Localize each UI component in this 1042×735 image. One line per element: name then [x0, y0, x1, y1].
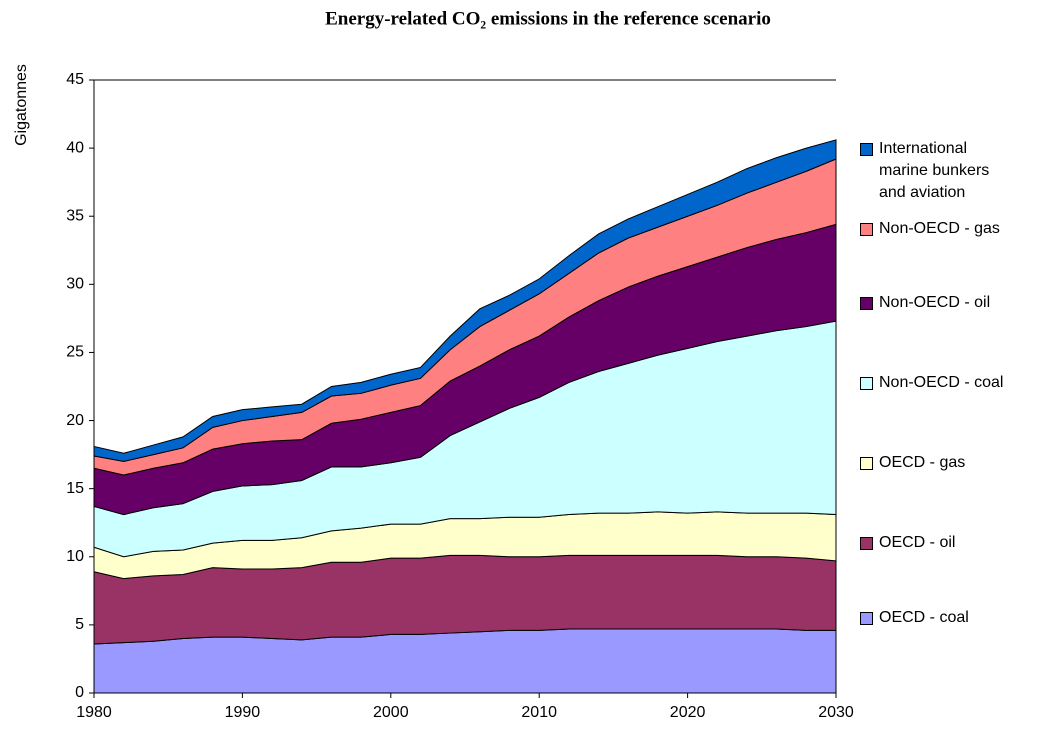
legend-item: Non-OECD - gas	[860, 218, 1035, 240]
legend-swatch	[860, 537, 873, 550]
legend-item: OECD - coal	[860, 607, 1035, 629]
legend-label: Non-OECD - gas	[879, 220, 1000, 237]
legend-item: OECD - gas	[860, 452, 1035, 474]
area	[93, 628, 837, 694]
y-tick-label: 5	[75, 616, 84, 633]
legend-label: Non-OECD - oil	[879, 294, 991, 311]
y-tick-label: 10	[66, 548, 84, 565]
legend-swatch	[860, 457, 873, 470]
y-tick-label: 40	[66, 139, 84, 156]
legend-item: OECD - oil	[860, 532, 1035, 554]
legend-swatch	[860, 143, 873, 156]
chart-title: Energy-related CO₂ emissions in the refe…	[325, 8, 771, 29]
area	[93, 139, 837, 462]
y-tick-label: 15	[66, 480, 84, 497]
legend-swatch	[860, 223, 873, 236]
legend-label: Non-OECD - coal	[879, 374, 1004, 391]
x-tick-label: 2020	[670, 704, 706, 721]
y-tick-label: 30	[66, 276, 84, 293]
y-tick-label: 35	[66, 207, 84, 224]
legend-item: International marine bunkers and aviatio…	[860, 138, 1035, 204]
legend-swatch	[860, 297, 873, 310]
legend-label: International marine bunkers and aviatio…	[879, 140, 990, 201]
x-tick-label: 2000	[373, 704, 409, 721]
y-tick-label: 0	[75, 684, 84, 701]
legend-swatch	[860, 377, 873, 390]
x-tick-label: 1990	[225, 704, 261, 721]
legend-label: OECD - gas	[879, 454, 966, 471]
y-tick-label: 25	[66, 344, 84, 361]
x-tick-label: 2030	[818, 704, 854, 721]
y-tick-label: 20	[66, 412, 84, 429]
legend-swatch	[860, 612, 873, 625]
y-axis-label: Gigatonnes	[13, 64, 30, 146]
x-tick-label: 2010	[521, 704, 557, 721]
legend-item: Non-OECD - coal	[860, 372, 1035, 394]
y-tick-label: 45	[66, 71, 84, 88]
legend-item: Non-OECD - oil	[860, 292, 1035, 314]
legend-label: OECD - oil	[879, 534, 956, 551]
legend-label: OECD - coal	[879, 609, 969, 626]
x-tick-label: 1980	[76, 704, 112, 721]
